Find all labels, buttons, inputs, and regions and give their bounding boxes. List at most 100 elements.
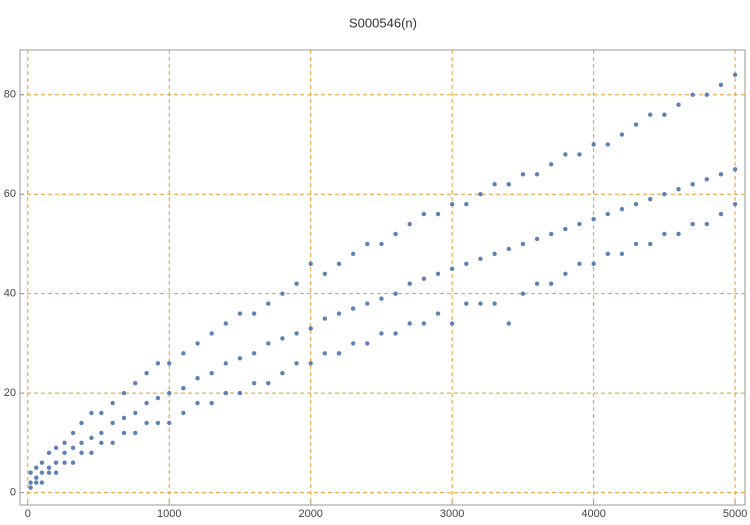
plot-frame — [19, 49, 746, 506]
point — [79, 420, 84, 426]
point — [732, 72, 738, 78]
point — [648, 112, 653, 117]
point — [46, 465, 52, 470]
point — [365, 241, 370, 247]
point — [34, 475, 39, 480]
point — [563, 152, 568, 157]
point — [99, 410, 104, 416]
point — [563, 226, 568, 232]
point — [308, 326, 313, 331]
point — [534, 236, 540, 242]
point — [237, 356, 243, 361]
point — [577, 152, 582, 157]
point — [144, 420, 149, 426]
point — [167, 361, 172, 366]
point — [28, 480, 33, 485]
point — [237, 390, 243, 396]
point — [421, 276, 427, 281]
point — [322, 316, 328, 321]
point — [534, 172, 540, 177]
point — [407, 221, 412, 227]
point — [294, 331, 299, 336]
point — [322, 271, 328, 276]
point — [336, 351, 342, 356]
point — [336, 311, 342, 316]
point — [577, 221, 582, 227]
point — [99, 430, 104, 436]
point — [506, 246, 511, 252]
point — [53, 470, 59, 475]
point — [690, 92, 695, 97]
point — [718, 82, 724, 88]
point — [492, 182, 497, 187]
point — [280, 336, 285, 341]
point — [449, 201, 455, 207]
point — [195, 341, 200, 346]
point — [70, 430, 76, 436]
point — [350, 341, 356, 346]
point — [336, 261, 342, 267]
point — [89, 410, 94, 416]
point — [79, 450, 84, 455]
point — [633, 241, 639, 247]
point — [506, 182, 511, 187]
point — [133, 430, 138, 436]
point — [195, 400, 200, 406]
point — [110, 400, 115, 406]
y-tick-label: 20 — [4, 387, 16, 399]
point — [676, 102, 681, 107]
point — [155, 420, 161, 426]
point — [520, 172, 526, 177]
point — [732, 201, 738, 207]
point — [449, 266, 455, 271]
point — [121, 415, 127, 421]
point — [591, 142, 596, 147]
point — [520, 291, 526, 296]
point — [266, 380, 271, 386]
point — [492, 301, 497, 306]
point — [393, 331, 398, 336]
x-tick-label: 0 — [25, 508, 31, 520]
point — [251, 351, 257, 356]
point — [506, 321, 511, 326]
point — [46, 450, 52, 455]
point — [548, 281, 554, 286]
point — [662, 192, 667, 197]
point — [223, 361, 229, 366]
point — [121, 430, 127, 436]
point — [294, 281, 299, 286]
point — [53, 460, 59, 465]
point — [704, 177, 710, 182]
point — [70, 445, 76, 451]
x-tick-label: 2000 — [298, 508, 322, 520]
point — [591, 216, 596, 222]
point — [464, 261, 469, 267]
point — [350, 251, 356, 257]
point — [676, 187, 681, 192]
point — [478, 256, 483, 262]
point — [492, 251, 497, 257]
chart-title: S000546(n) — [349, 15, 417, 30]
point — [350, 306, 356, 311]
point — [28, 485, 33, 490]
point — [591, 261, 596, 267]
point — [464, 201, 469, 207]
point — [62, 440, 67, 446]
point — [280, 371, 285, 376]
point — [167, 390, 172, 396]
point — [251, 380, 257, 386]
point — [365, 301, 370, 306]
point — [110, 440, 115, 446]
point — [379, 331, 384, 336]
point — [379, 241, 384, 247]
point — [619, 251, 625, 257]
point — [421, 321, 427, 326]
point — [393, 291, 398, 296]
point — [294, 361, 299, 366]
point — [144, 371, 149, 376]
point — [478, 192, 483, 197]
y-tick-label: 0 — [10, 486, 16, 498]
point — [99, 440, 104, 446]
point — [209, 371, 214, 376]
point — [79, 440, 84, 446]
